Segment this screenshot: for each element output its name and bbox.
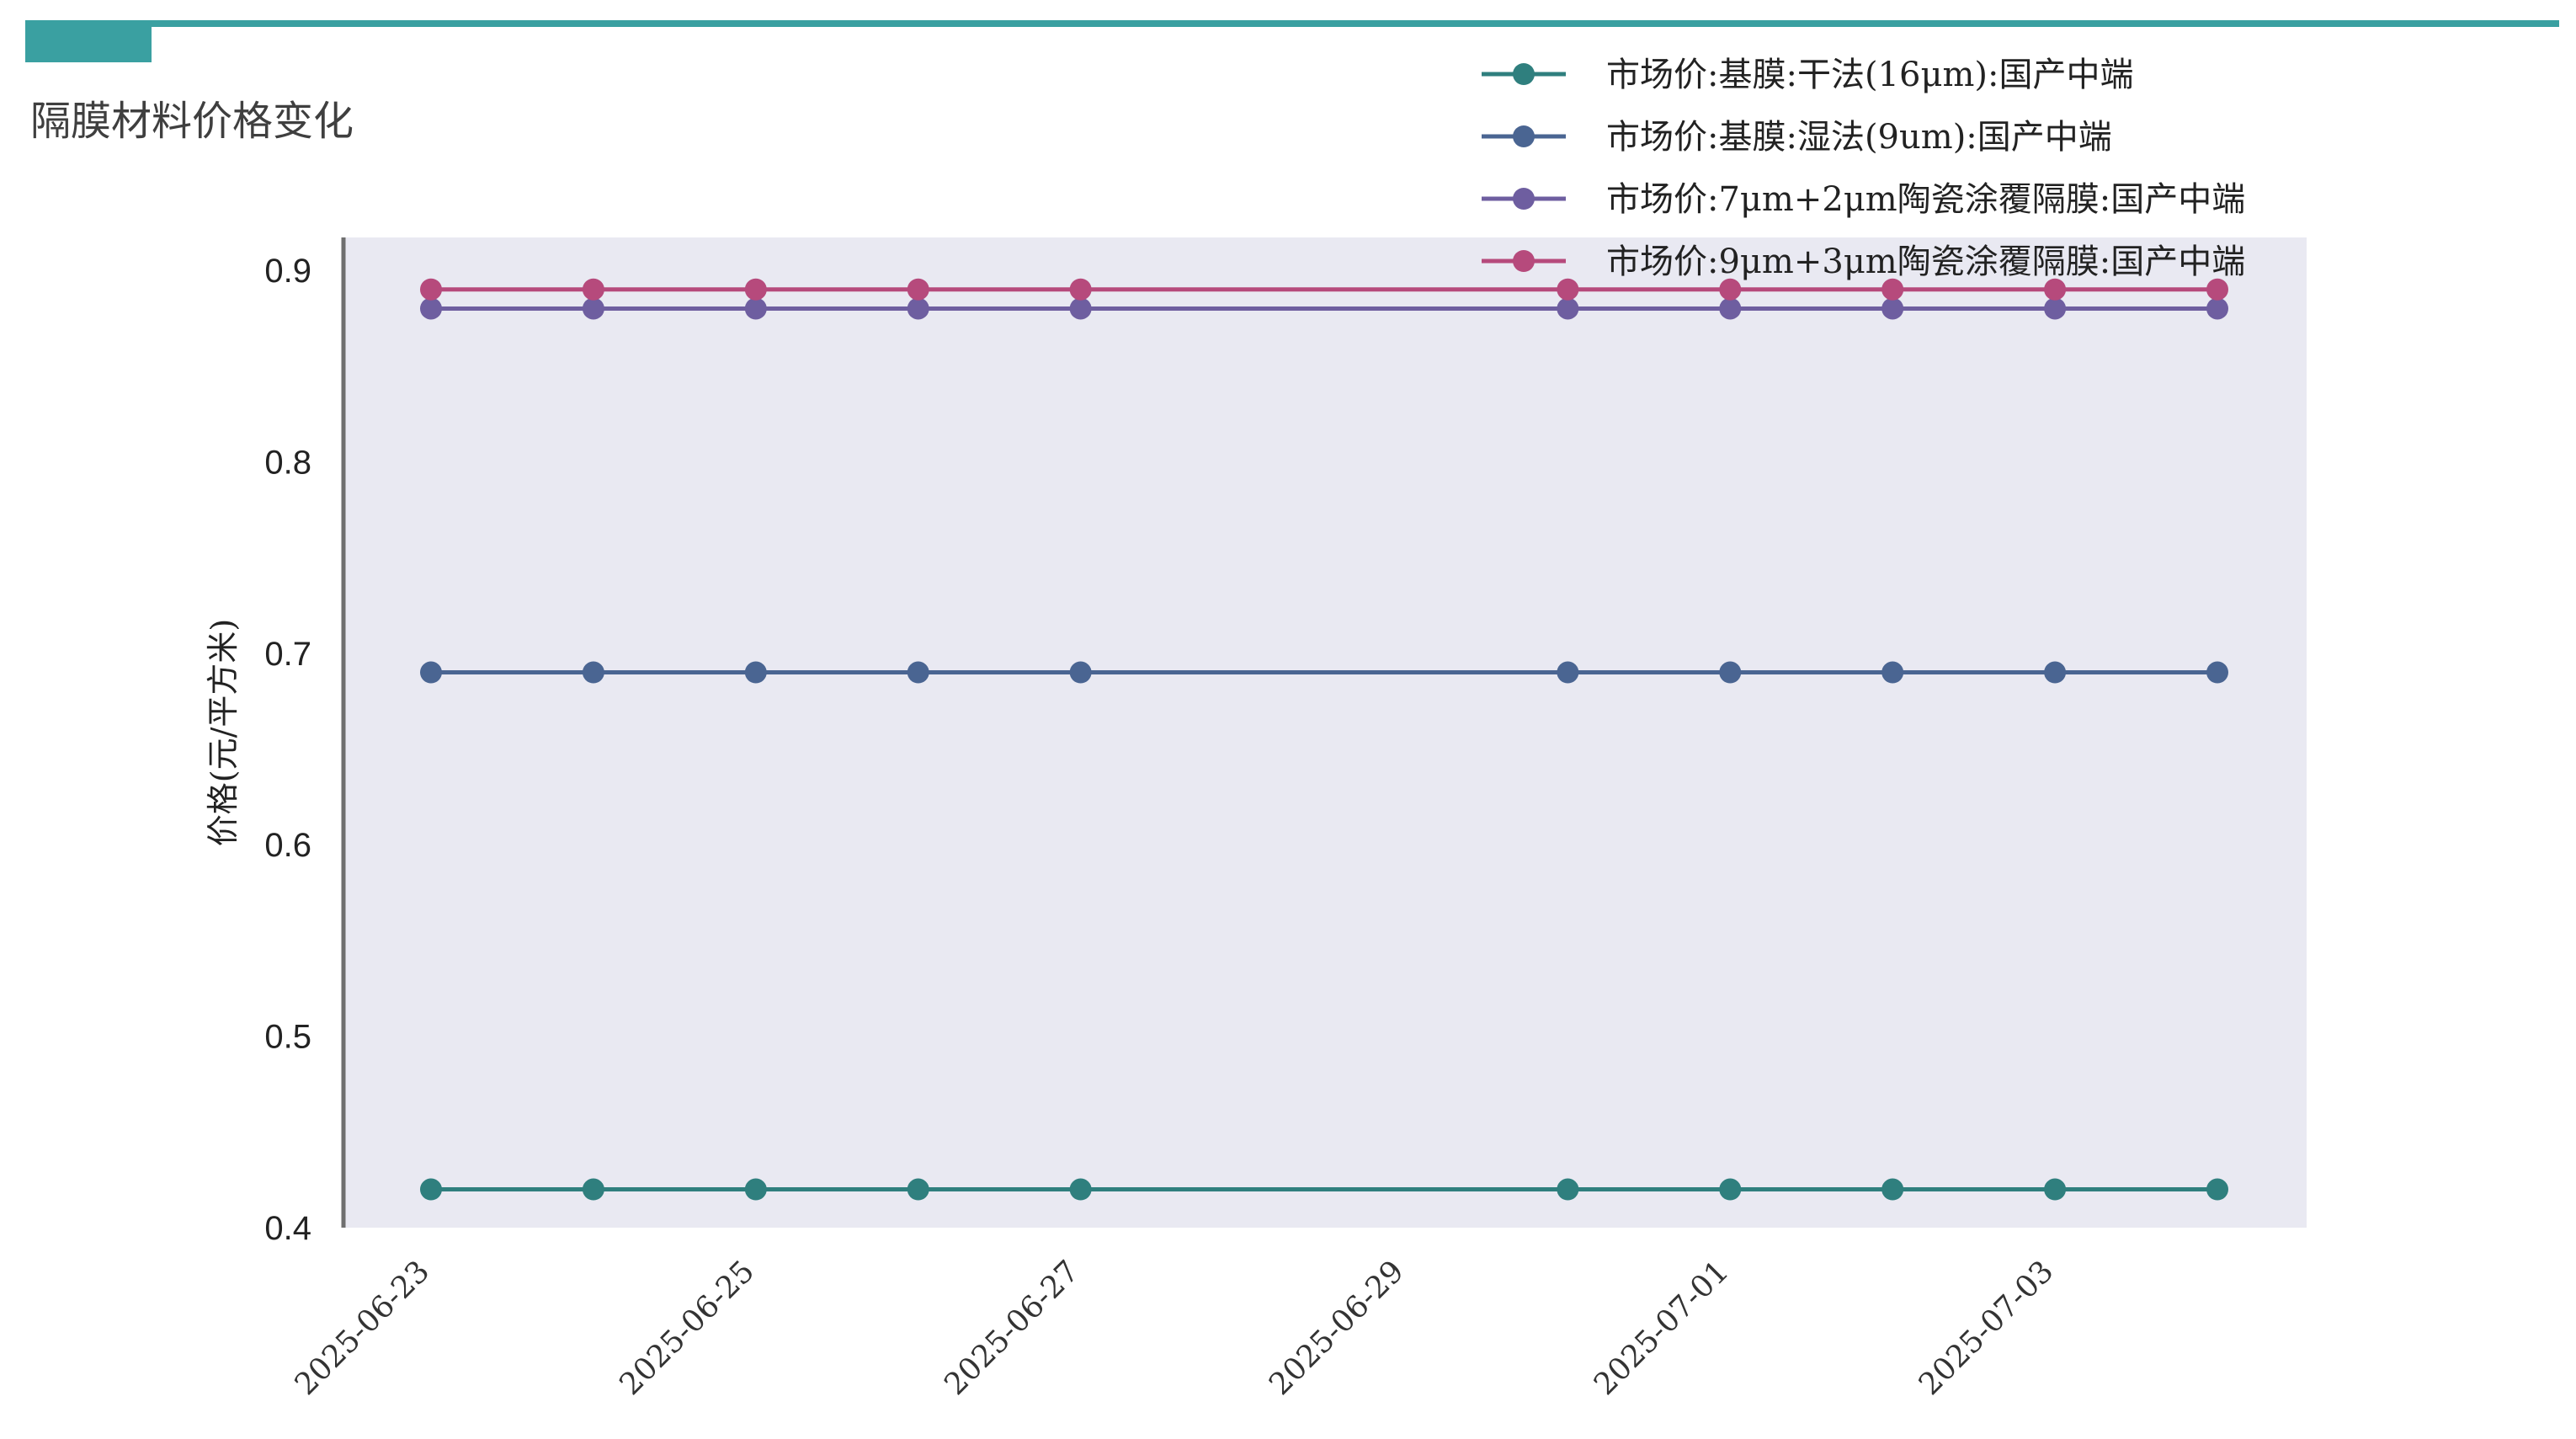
legend-item-4: 市场价:9μm+3μm陶瓷涂覆隔膜:国产中端 (1482, 242, 2245, 281)
data-point (1069, 1178, 1092, 1201)
y-axis-label: 价格(元/平方米) (205, 619, 242, 846)
data-point (582, 661, 604, 684)
data-point (744, 278, 767, 301)
y-tick-label: 0.4 (264, 1210, 311, 1247)
header-accent-rule (25, 20, 2559, 27)
data-point (2044, 278, 2067, 301)
y-tick-label: 0.8 (264, 444, 311, 481)
data-point (744, 297, 767, 320)
data-point (744, 661, 767, 684)
data-point (1069, 661, 1092, 684)
data-point (1881, 278, 1904, 301)
data-point (2206, 278, 2228, 301)
legend-label: 市场价:基膜:干法(16μm):国产中端 (1606, 56, 2133, 94)
data-point (2044, 1178, 2067, 1201)
series-1 (420, 1178, 2228, 1201)
data-point (1719, 278, 1742, 301)
data-point (907, 297, 929, 320)
page-title: 隔膜材料价格变化 (30, 98, 354, 145)
x-tick-label: 2025-06-29 (1263, 1254, 1411, 1402)
legend-item-3: 市场价:7μm+2μm陶瓷涂覆隔膜:国产中端 (1482, 180, 2245, 219)
y-tick-label: 0.6 (264, 827, 311, 864)
data-point (2206, 661, 2228, 684)
y-axis-ticks: 0.4 0.5 0.6 0.7 0.8 0.9 (264, 253, 311, 1247)
data-point (1881, 661, 1904, 684)
data-point (1557, 1178, 1579, 1201)
x-tick-label: 2025-07-01 (1588, 1254, 1736, 1402)
data-point (1069, 297, 1092, 320)
legend-label: 市场价:7μm+2μm陶瓷涂覆隔膜:国产中端 (1606, 180, 2245, 219)
data-point (1557, 661, 1579, 684)
x-tick-label: 2025-06-27 (938, 1254, 1086, 1402)
data-point (420, 1178, 442, 1201)
data-point (2044, 297, 2067, 320)
data-point (582, 297, 604, 320)
series-3 (420, 297, 2228, 320)
data-point (907, 661, 929, 684)
data-point (1719, 1178, 1742, 1201)
data-point (907, 1178, 929, 1201)
legend-label: 市场价:9μm+3μm陶瓷涂覆隔膜:国产中端 (1606, 242, 2245, 281)
data-point (744, 1178, 767, 1201)
series-layer (420, 278, 2228, 1201)
y-tick-label: 0.5 (264, 1019, 311, 1056)
data-point (420, 297, 442, 320)
plot-area (343, 237, 2307, 1228)
data-point (907, 278, 929, 301)
data-point (582, 1178, 604, 1201)
data-point (2044, 661, 2067, 684)
legend-marker (1513, 125, 1535, 147)
data-point (2206, 1178, 2228, 1201)
legend-item-2: 市场价:基膜:湿法(9um):国产中端 (1482, 118, 2112, 157)
legend-item-1: 市场价:基膜:干法(16μm):国产中端 (1482, 56, 2133, 94)
x-tick-label: 2025-06-23 (289, 1254, 437, 1402)
series-4 (420, 278, 2228, 301)
data-point (1881, 297, 1904, 320)
data-point (1719, 661, 1742, 684)
x-axis-ticks: 2025-06-23 2025-06-25 2025-06-27 2025-06-29… (289, 1254, 2061, 1402)
y-tick-label: 0.7 (264, 636, 311, 673)
data-point (582, 278, 604, 301)
data-point (420, 278, 442, 301)
legend-label: 市场价:基膜:湿法(9um):国产中端 (1606, 118, 2112, 157)
data-point (1881, 1178, 1904, 1201)
legend-marker (1513, 188, 1535, 210)
data-point (2206, 297, 2228, 320)
data-point (1557, 278, 1579, 301)
data-point (1557, 297, 1579, 320)
x-tick-label: 2025-06-25 (613, 1254, 761, 1402)
legend: 市场价:基膜:干法(16μm):国产中端市场价:基膜:湿法(9um):国产中端市… (1482, 56, 2245, 281)
y-tick-label: 0.9 (264, 253, 311, 290)
data-point (420, 661, 442, 684)
data-point (1719, 297, 1742, 320)
series-2 (420, 661, 2228, 684)
legend-marker (1513, 63, 1535, 85)
header-accent-tab (25, 20, 152, 62)
data-point (1069, 278, 1092, 301)
x-tick-label: 2025-07-03 (1913, 1254, 2061, 1402)
legend-marker (1513, 250, 1535, 272)
